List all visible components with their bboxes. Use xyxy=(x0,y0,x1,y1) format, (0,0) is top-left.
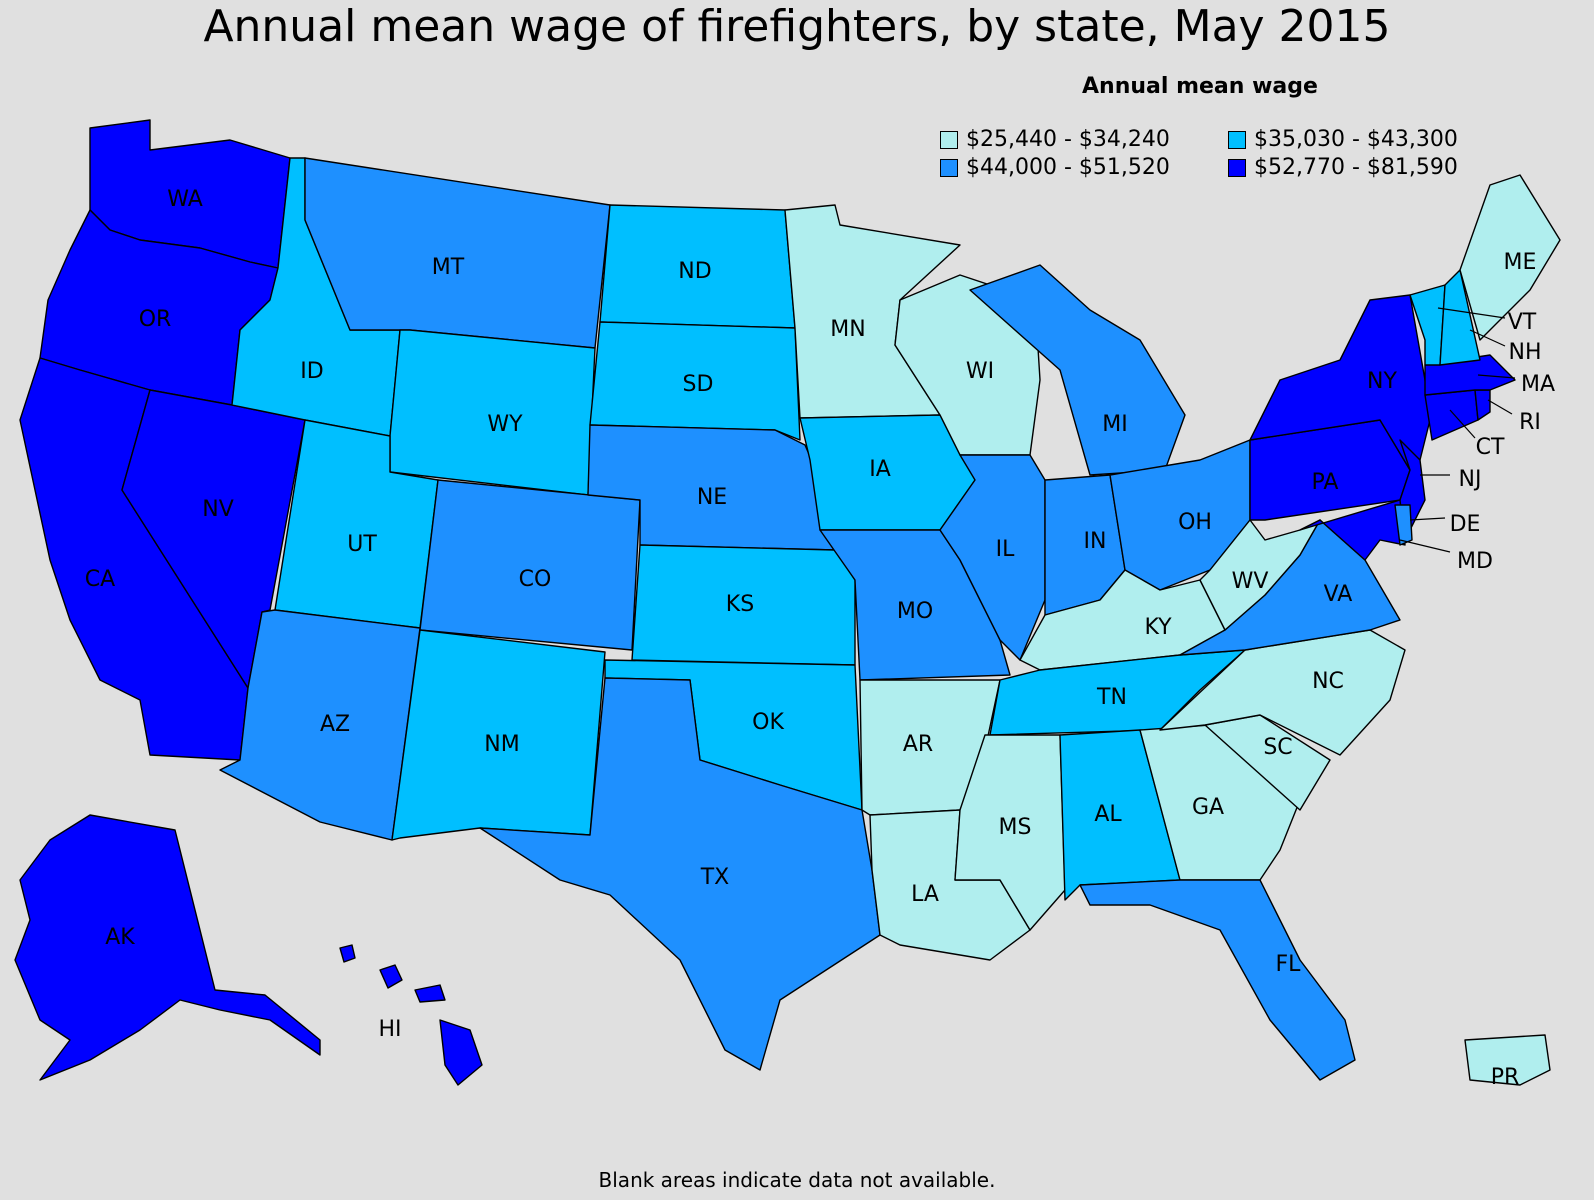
label-IN: IN xyxy=(1084,529,1107,554)
label-NJ: NJ xyxy=(1459,467,1482,492)
leader-DE xyxy=(1409,517,1446,521)
label-WY: WY xyxy=(487,412,523,437)
state-SD xyxy=(589,321,801,441)
label-ND: ND xyxy=(678,259,711,284)
legend-item-1: $25,440 - $34,240 xyxy=(940,127,1170,152)
leader-CT xyxy=(1449,409,1476,439)
label-AR: AR xyxy=(903,732,933,757)
label-AL: AL xyxy=(1094,802,1122,827)
state-MI xyxy=(969,264,1186,476)
state-FL xyxy=(1079,879,1356,1081)
state-TN xyxy=(989,649,1246,736)
state-RI xyxy=(1474,389,1491,421)
state-HI-4 xyxy=(414,984,446,1003)
label-AK: AK xyxy=(105,925,135,950)
state-VT xyxy=(1409,284,1446,366)
legend-swatch-3 xyxy=(940,158,958,177)
state-TX xyxy=(479,677,881,1071)
state-ME xyxy=(1459,174,1561,341)
label-CT: CT xyxy=(1476,435,1505,460)
label-HI: HI xyxy=(378,1017,401,1042)
state-HI xyxy=(439,1019,483,1086)
label-IA: IA xyxy=(869,457,891,482)
label-AZ: AZ xyxy=(320,712,350,737)
state-CO xyxy=(419,479,641,651)
state-HI-2 xyxy=(379,964,403,989)
label-WI: WI xyxy=(966,359,994,384)
label-NV: NV xyxy=(202,497,234,522)
state-NH xyxy=(1439,269,1481,366)
legend-title: Annual mean wage xyxy=(1082,74,1318,99)
label-MO: MO xyxy=(897,599,933,624)
label-WV: WV xyxy=(1232,569,1269,594)
label-DE: DE xyxy=(1450,512,1481,537)
label-RI: RI xyxy=(1519,410,1541,435)
label-MI: MI xyxy=(1102,412,1127,437)
label-TX: TX xyxy=(700,865,730,890)
label-PR: PR xyxy=(1491,1065,1520,1090)
state-KS xyxy=(631,544,856,666)
label-MN: MN xyxy=(830,317,865,342)
label-OH: OH xyxy=(1178,510,1212,535)
label-KS: KS xyxy=(726,592,754,617)
state-MD xyxy=(1299,499,1406,561)
label-SD: SD xyxy=(683,372,714,397)
leader-MD xyxy=(1399,539,1451,553)
state-PR xyxy=(1464,1034,1551,1086)
state-DE xyxy=(1394,504,1413,546)
state-IL xyxy=(939,454,1046,661)
legend-label-3: $44,000 - $51,520 xyxy=(966,155,1170,180)
label-SC: SC xyxy=(1263,735,1292,760)
legend-item-4: $52,770 - $81,590 xyxy=(1228,155,1458,180)
label-NC: NC xyxy=(1312,669,1344,694)
label-ME: ME xyxy=(1504,250,1537,275)
label-FL: FL xyxy=(1276,952,1302,977)
label-CA: CA xyxy=(85,567,115,592)
label-OK: OK xyxy=(752,710,784,735)
label-UT: UT xyxy=(347,532,377,557)
label-NE: NE xyxy=(697,485,727,510)
label-MS: MS xyxy=(999,815,1032,840)
legend-item-3: $44,000 - $51,520 xyxy=(940,155,1170,180)
label-OR: OR xyxy=(139,307,172,332)
footnote: Blank areas indicate data not available. xyxy=(598,1168,996,1192)
state-AK xyxy=(14,814,321,1081)
leader-MA xyxy=(1477,374,1516,379)
label-NH: NH xyxy=(1509,340,1542,365)
legend-swatch-4 xyxy=(1228,158,1246,177)
label-LA: LA xyxy=(911,882,939,907)
legend-label-1: $25,440 - $34,240 xyxy=(966,127,1170,152)
legend-label-2: $35,030 - $43,300 xyxy=(1254,127,1458,152)
label-MD: MD xyxy=(1457,549,1493,574)
label-PA: PA xyxy=(1312,470,1339,495)
label-ID: ID xyxy=(300,359,323,384)
leader-NH xyxy=(1469,329,1506,347)
leader-RI xyxy=(1487,399,1513,415)
legend-swatch-1 xyxy=(940,130,958,149)
label-MT: MT xyxy=(432,255,465,280)
label-CO: CO xyxy=(519,567,552,592)
label-MA: MA xyxy=(1521,372,1555,397)
label-IL: IL xyxy=(996,537,1015,562)
label-VA: VA xyxy=(1324,582,1353,607)
legend-swatch-2 xyxy=(1228,130,1246,149)
map-title: Annual mean wage of firefighters, by sta… xyxy=(203,1,1391,52)
label-GA: GA xyxy=(1192,795,1224,820)
legend-item-2: $35,030 - $43,300 xyxy=(1228,127,1458,152)
leader-VT xyxy=(1437,307,1506,319)
legend-label-4: $52,770 - $81,590 xyxy=(1254,155,1458,180)
label-VT: VT xyxy=(1508,310,1537,335)
state-MT xyxy=(304,157,611,349)
label-NY: NY xyxy=(1367,369,1397,394)
label-WA: WA xyxy=(167,187,203,212)
label-TN: TN xyxy=(1096,685,1127,710)
state-HI-3 xyxy=(339,944,356,963)
label-KY: KY xyxy=(1144,615,1172,640)
label-NM: NM xyxy=(484,732,519,757)
state-MA xyxy=(1424,354,1516,396)
